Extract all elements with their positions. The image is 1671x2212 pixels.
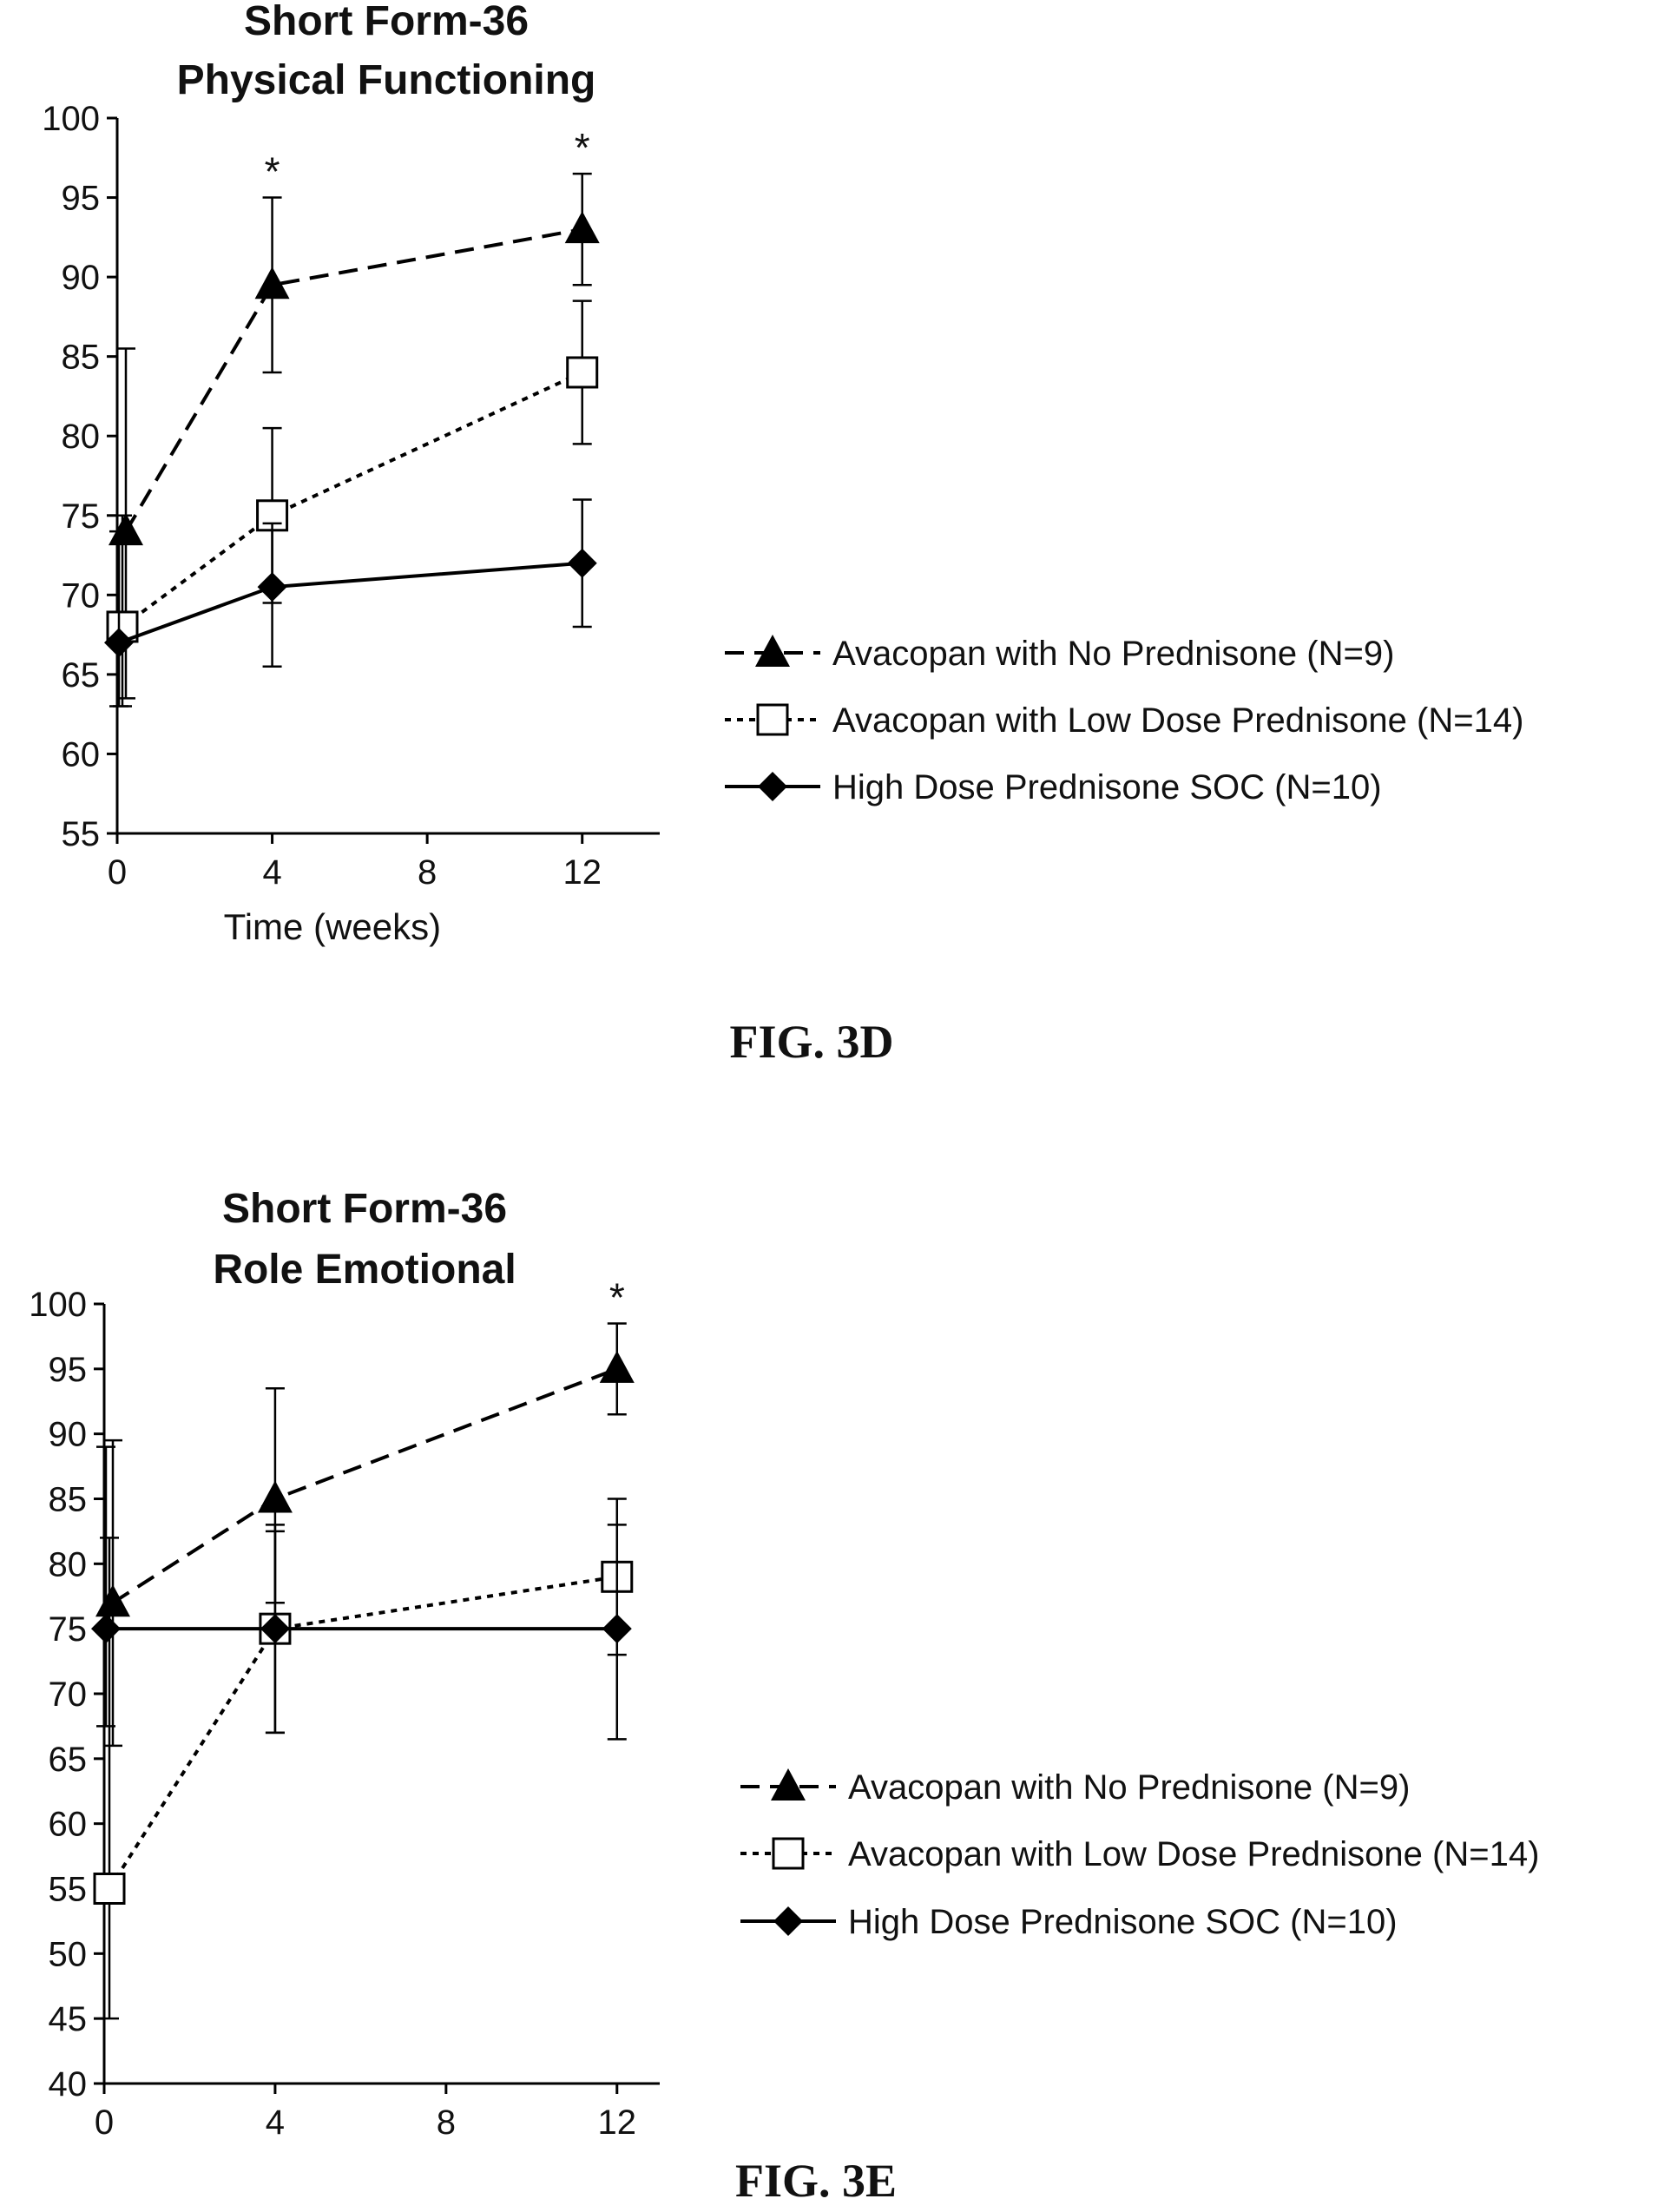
y-tick-label: 65 (49, 1741, 88, 1779)
x-tick-label: 4 (266, 2103, 285, 2142)
series-line (118, 561, 582, 645)
legend-marker (755, 635, 790, 667)
significance-marker: * (609, 1274, 625, 1320)
data-point (599, 1350, 635, 1383)
y-tick-label: 85 (49, 1481, 88, 1519)
legend-marker (756, 703, 789, 736)
legend-marker (773, 1906, 803, 1936)
chart-title-line: Physical Functioning (177, 57, 596, 103)
data-point (602, 1614, 632, 1644)
legend-label: High Dose Prednisone SOC (N=10) (832, 768, 1382, 806)
legend-label: Avacopan with Low Dose Prednisone (N=14) (848, 1835, 1539, 1873)
data-point (109, 513, 143, 546)
x-axis-label: Time (weeks) (224, 906, 441, 947)
legend-label: Avacopan with No Prednisone (N=9) (848, 1768, 1410, 1807)
data-point (260, 1614, 290, 1644)
y-tick-label: 80 (49, 1545, 88, 1583)
legend-label: Avacopan with No Prednisone (N=9) (832, 635, 1394, 673)
series-line (111, 1366, 618, 1604)
data-point (567, 548, 597, 578)
series-line (124, 227, 583, 533)
y-tick-label: 55 (62, 815, 101, 853)
x-tick-label: 0 (95, 2103, 114, 2142)
y-tick-label: 75 (49, 1610, 88, 1649)
legend-label: High Dose Prednisone SOC (N=10) (848, 1903, 1398, 1941)
y-tick-label: 100 (29, 1286, 87, 1324)
figure-caption: FIG. 3D (730, 1016, 894, 1068)
data-point (91, 1614, 121, 1644)
x-tick-label: 8 (437, 2103, 456, 2142)
legend-label: Avacopan with Low Dose Prednisone (N=14) (832, 701, 1523, 740)
y-tick-label: 90 (49, 1416, 88, 1454)
chart-title-line: Short Form-36 (222, 1186, 507, 1232)
y-tick-label: 50 (49, 1935, 88, 1973)
figure-caption: FIG. 3E (735, 2155, 897, 2207)
y-tick-label: 70 (49, 1675, 88, 1714)
data-point (566, 356, 599, 389)
chart-title-line: Role Emotional (213, 1247, 516, 1293)
y-tick-label: 80 (62, 418, 101, 456)
y-tick-label: 70 (62, 576, 101, 615)
y-tick-label: 65 (62, 656, 101, 695)
y-tick-label: 90 (62, 259, 101, 297)
x-tick-label: 12 (598, 2103, 637, 2142)
y-tick-label: 60 (49, 1806, 88, 1844)
x-tick-label: 4 (262, 853, 281, 892)
legend-marker (771, 1768, 806, 1801)
data-point (257, 572, 287, 602)
y-tick-label: 95 (49, 1351, 88, 1389)
data-point (104, 628, 134, 658)
x-tick-label: 12 (562, 853, 602, 892)
data-point (564, 211, 600, 244)
y-tick-label: 100 (42, 100, 100, 138)
x-tick-label: 0 (108, 853, 127, 892)
chart-physical-functioning: Short Form-36 Physical Functioning 55 60 65 7… (42, 0, 1523, 1068)
data-point (95, 1584, 130, 1617)
chart-title-line: Short Form-36 (244, 0, 529, 44)
series-line (121, 371, 583, 629)
significance-marker: * (575, 125, 590, 170)
data-point (257, 1480, 293, 1513)
significance-marker: * (265, 149, 280, 194)
y-tick-label: 85 (62, 339, 101, 377)
y-tick-label: 55 (49, 1871, 88, 1909)
x-tick-label: 8 (418, 853, 437, 892)
legend-marker (758, 772, 787, 801)
y-tick-label: 60 (62, 735, 101, 774)
y-tick-label: 95 (62, 180, 101, 218)
data-point (93, 1873, 126, 1905)
series-line (108, 1575, 618, 1890)
y-tick-label: 40 (49, 2065, 88, 2103)
y-tick-label: 45 (49, 2000, 88, 2038)
data-point (254, 267, 290, 300)
y-tick-label: 75 (62, 497, 101, 536)
legend-marker (772, 1837, 805, 1870)
